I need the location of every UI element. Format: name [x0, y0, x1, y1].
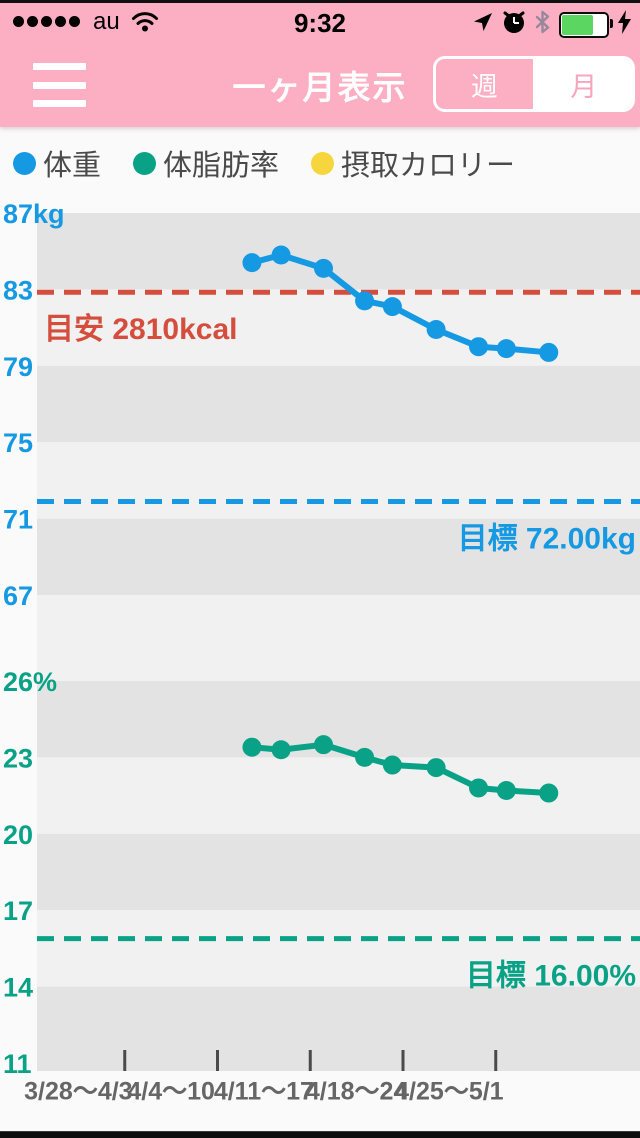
bodyfat-series-point	[355, 747, 375, 767]
bodyfat-series-point	[314, 735, 333, 755]
weight-axis-tick: 67	[3, 581, 33, 611]
plot-band	[37, 595, 640, 681]
x-axis-label: 4/11〜17	[214, 1078, 314, 1105]
weight-series-point	[242, 253, 262, 273]
weight-axis-tick: 79	[3, 352, 33, 382]
bodyfat-target-line-label: 目標 16.00%	[466, 959, 636, 992]
plot-band	[37, 757, 640, 834]
weight-axis-tick: 83	[3, 275, 33, 305]
x-axis-label: 4/25〜5/1	[395, 1078, 504, 1105]
chart-canvas: 87kg 83 79 75 71 67 26% 23 20 17 14 11 目安 2810kcal 目標…	[3, 199, 640, 1105]
clock-time: 9:32	[293, 8, 347, 38]
x-axis-label: 4/4〜10	[127, 1078, 215, 1105]
weight-series-point	[355, 291, 375, 311]
signal-strength-icon	[13, 16, 80, 27]
bodyfat-axis-tick: 11	[3, 1049, 32, 1079]
bodyfat-series-point	[496, 781, 516, 801]
plot-band	[37, 365, 640, 443]
weight-series-point	[496, 339, 516, 359]
tab-month[interactable]: 月	[535, 59, 632, 109]
legend-item-weight[interactable]: 体重	[13, 142, 101, 184]
weight-axis-tick: 71	[3, 505, 33, 535]
period-segmented-control: 週 月	[433, 56, 635, 112]
calorie-guide-line-label: 目安 2810kcal	[44, 313, 237, 346]
weight-series-point	[426, 320, 446, 340]
legend-item-calories[interactable]: 摂取カロリー	[311, 142, 515, 184]
weight-series-point	[469, 337, 489, 357]
x-axis-label: 3/28〜4/3	[24, 1078, 132, 1105]
bluetooth-icon	[535, 10, 551, 39]
nav-bar: 一ヶ月表示 週 月	[0, 43, 640, 127]
battery-icon	[559, 11, 613, 38]
plot-band	[37, 986, 640, 1071]
screen-bottom-edge	[0, 1131, 640, 1138]
calories-dot-icon	[311, 151, 335, 175]
weight-dot-icon	[13, 151, 36, 175]
plot-band	[37, 442, 640, 519]
legend: 体重 体脂肪率 摂取カロリー	[0, 131, 640, 195]
charging-bolt-icon	[617, 10, 632, 39]
carrier-label: au	[93, 8, 120, 35]
header: au 9:32	[0, 0, 640, 127]
bodyfat-axis-tick: 26%	[3, 667, 57, 697]
weight-series-point	[539, 342, 559, 362]
bodyfat-series-point	[539, 783, 559, 803]
bodyfat-series-point	[426, 758, 446, 778]
bodyfat-series-point	[242, 737, 262, 757]
wifi-icon	[131, 10, 159, 37]
location-icon	[473, 12, 493, 37]
bodyfat-series-point	[469, 778, 489, 798]
plot-band	[37, 833, 640, 911]
bodyfat-axis-tick: 20	[3, 820, 33, 850]
menu-icon[interactable]	[33, 63, 86, 107]
page-title: 一ヶ月表示	[232, 69, 408, 106]
weight-axis-tick: 75	[3, 428, 33, 458]
weight-target-line-label: 目標 72.00kg	[458, 522, 636, 555]
screen-top-edge	[0, 0, 640, 3]
x-axis-label: 4/18〜24	[306, 1078, 408, 1105]
weight-series-point	[314, 258, 333, 278]
status-icons	[473, 9, 632, 40]
bodyfat-axis-tick: 17	[3, 896, 33, 926]
bodyfat-dot-icon	[133, 151, 157, 175]
plot-band	[37, 681, 640, 758]
bodyfat-series-point	[271, 740, 291, 760]
bodyfat-axis-tick: 14	[3, 973, 33, 1003]
weight-series-point	[271, 245, 291, 265]
status-bar: au 9:32	[0, 3, 640, 43]
bodyfat-axis-tick: 23	[3, 743, 33, 773]
bodyfat-series-point	[382, 755, 402, 775]
legend-item-bodyfat[interactable]: 体脂肪率	[133, 142, 279, 184]
weight-series-point	[382, 297, 402, 317]
plot-band	[37, 910, 640, 987]
weight-axis-tick: 87kg	[3, 199, 65, 229]
tab-week[interactable]: 週	[436, 59, 536, 109]
alarm-icon	[501, 9, 527, 40]
plot-band	[37, 518, 640, 595]
